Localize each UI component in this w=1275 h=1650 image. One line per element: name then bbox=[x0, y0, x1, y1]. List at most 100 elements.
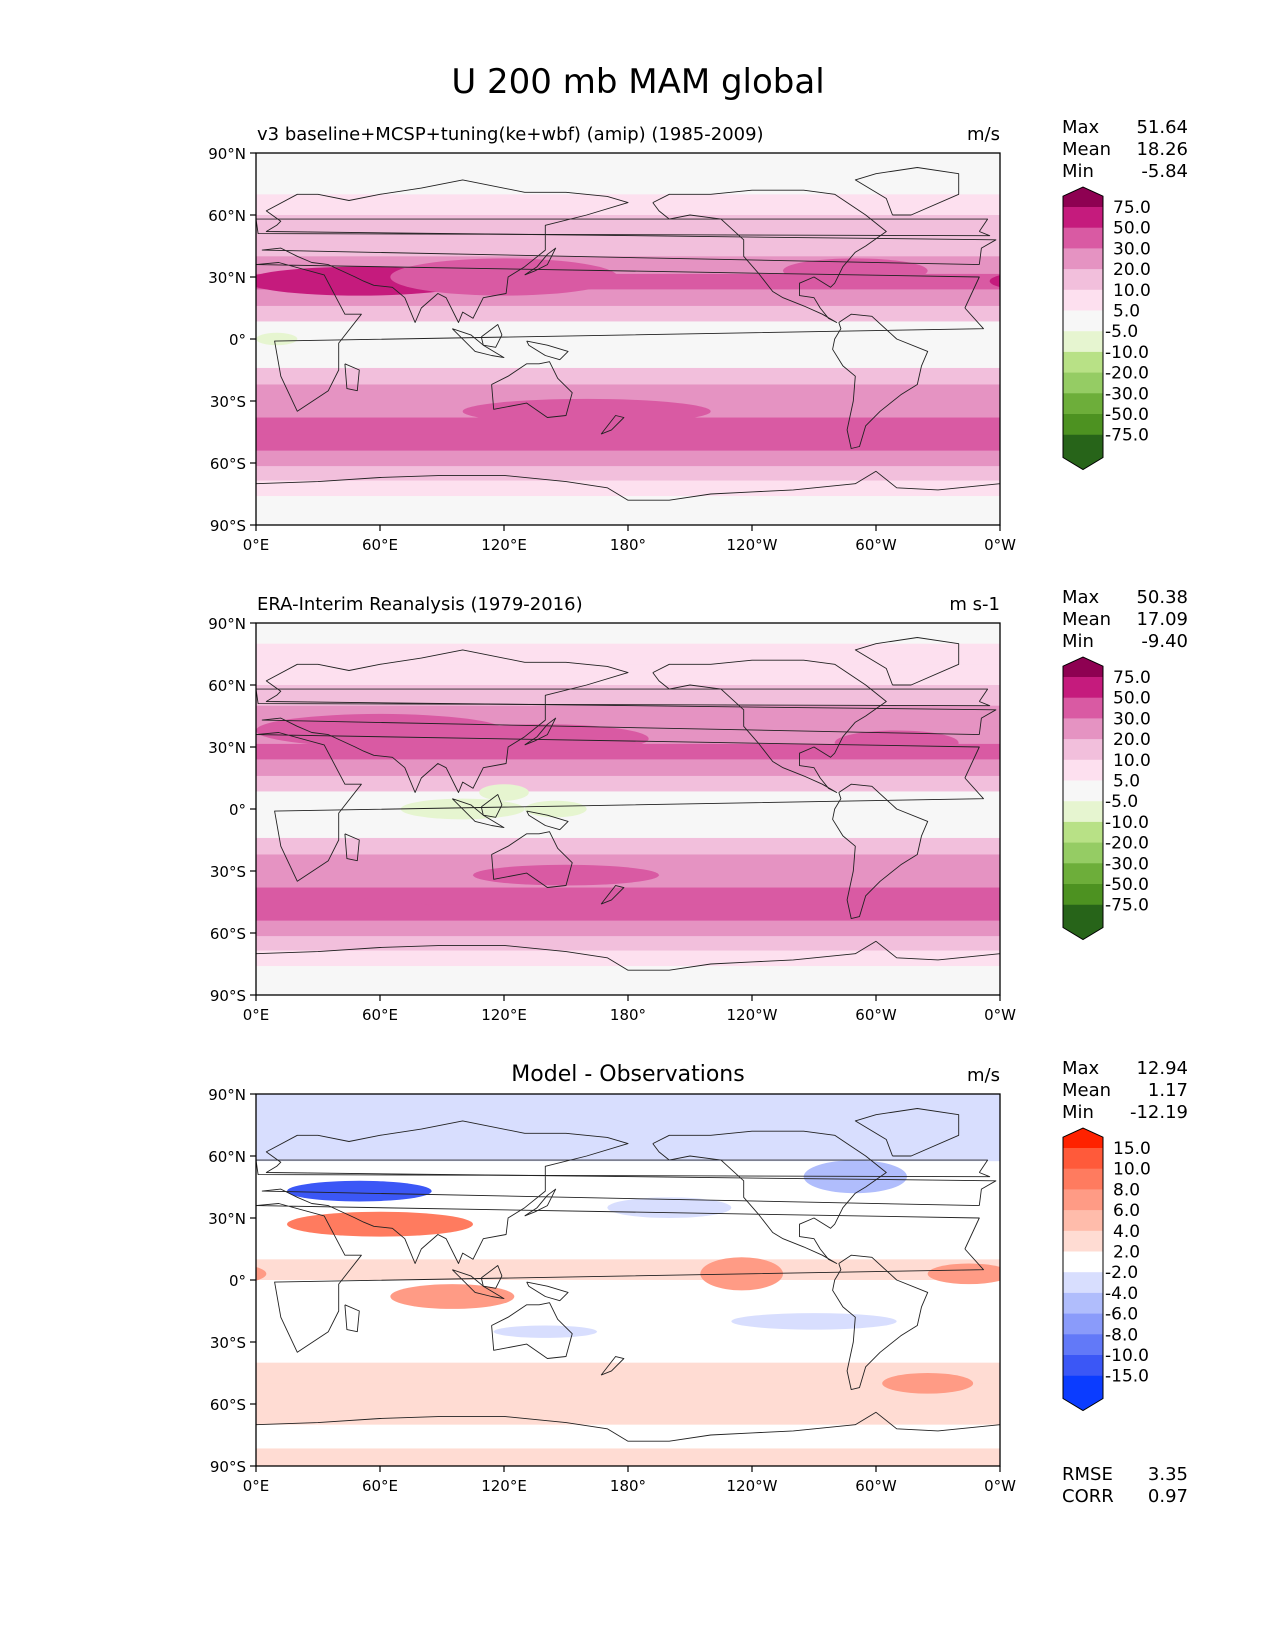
field-feature bbox=[1134, 258, 1275, 295]
lat-tick-label: 30°N bbox=[208, 739, 246, 757]
field-feature bbox=[524, 800, 587, 818]
lat-tick-label: 90°N bbox=[208, 615, 246, 633]
zonal-band bbox=[256, 743, 1000, 760]
field-feature bbox=[39, 258, 184, 283]
zonal-band bbox=[256, 1362, 1000, 1384]
stat-label: Max bbox=[1062, 1058, 1100, 1079]
stat-label: Min bbox=[1062, 161, 1094, 182]
colorbar-swatch bbox=[1063, 780, 1103, 802]
zonal-band bbox=[256, 1404, 1000, 1426]
colorbar-swatch bbox=[1063, 393, 1103, 415]
colorbar-swatch bbox=[1063, 1313, 1103, 1335]
extra-stat-value: 0.97 bbox=[1148, 1486, 1188, 1507]
colorbar-swatch bbox=[1063, 759, 1103, 781]
field-feature bbox=[783, 258, 928, 284]
colorbar-tick-label: -2.0 bbox=[1105, 1263, 1138, 1283]
colorbar-extension-top bbox=[1063, 1128, 1103, 1148]
colorbar-swatch bbox=[1063, 289, 1103, 311]
colorbar-tick-label: -30.0 bbox=[1105, 854, 1149, 874]
field-feature bbox=[287, 1180, 432, 1202]
coastline bbox=[526, 810, 569, 831]
coastline bbox=[832, 313, 929, 449]
map-field bbox=[256, 623, 1269, 995]
lon-tick-label: 60°E bbox=[362, 1477, 398, 1495]
field-feature bbox=[493, 1325, 597, 1338]
stat-label: Mean bbox=[1062, 139, 1111, 160]
colorbar-tick-label: 8.0 bbox=[1113, 1180, 1140, 1200]
zonal-band bbox=[256, 384, 1000, 402]
colorbar-tick-label: 30.0 bbox=[1113, 239, 1151, 259]
coastline bbox=[256, 688, 991, 707]
coastline bbox=[652, 189, 887, 323]
map-field bbox=[39, 153, 1275, 525]
zonal-band bbox=[256, 434, 1000, 452]
coastline bbox=[344, 1304, 360, 1333]
colorbar-tick-label: 6.0 bbox=[1113, 1201, 1140, 1221]
colorbar-swatch bbox=[1063, 248, 1103, 270]
colorbar-tick-label: -4.0 bbox=[1105, 1284, 1138, 1304]
coastline bbox=[451, 328, 505, 359]
zonal-band bbox=[256, 643, 1000, 665]
field-feature bbox=[138, 1373, 229, 1394]
zonal-band bbox=[256, 982, 1000, 995]
zonal-band bbox=[256, 1094, 1000, 1131]
colorbar-swatch bbox=[1063, 863, 1103, 885]
zonal-band bbox=[256, 235, 1000, 257]
zonal-band bbox=[256, 904, 1000, 922]
colorbar-swatch bbox=[1063, 1168, 1103, 1190]
stat-value: 12.94 bbox=[1136, 1058, 1188, 1079]
coastline bbox=[344, 363, 360, 392]
colorbar-tick-label: -30.0 bbox=[1105, 384, 1149, 404]
colorbar-swatch bbox=[1063, 227, 1103, 249]
stat-value: 51.64 bbox=[1136, 117, 1188, 138]
coastline bbox=[261, 1120, 997, 1264]
lat-tick-label: 60°N bbox=[208, 207, 246, 225]
colorbar: 15.010.08.06.04.02.0-2.0-4.0-6.0-8.0-10.… bbox=[1062, 1127, 1151, 1412]
colorbar-tick-label: 20.0 bbox=[1113, 730, 1151, 750]
field-feature bbox=[1145, 799, 1269, 820]
lon-tick-label: 0°W bbox=[984, 1477, 1016, 1495]
lat-tick-label: 90°S bbox=[210, 987, 246, 1005]
stat-label: Mean bbox=[1062, 609, 1111, 630]
coastline bbox=[524, 247, 557, 276]
zonal-band bbox=[256, 920, 1000, 937]
zonal-band bbox=[256, 305, 1000, 323]
coastline bbox=[652, 659, 887, 793]
colorbar-swatch bbox=[1063, 207, 1103, 229]
lon-tick-label: 120°E bbox=[481, 1006, 527, 1024]
lon-tick-label: 60°W bbox=[855, 1477, 897, 1495]
coastline bbox=[524, 717, 557, 746]
coastline bbox=[600, 885, 625, 905]
zonal-band bbox=[256, 887, 1000, 905]
lat-tick-label: 90°N bbox=[208, 145, 246, 163]
zonal-band bbox=[256, 1259, 1000, 1281]
lat-tick-label: 60°S bbox=[210, 455, 246, 473]
coastline bbox=[256, 1159, 991, 1178]
zonal-band bbox=[256, 289, 1000, 307]
field-feature bbox=[989, 275, 1000, 288]
units-label: m/s bbox=[967, 1065, 1000, 1086]
coastline bbox=[854, 637, 960, 686]
coastline bbox=[491, 1302, 573, 1359]
colorbar-tick-label: -50.0 bbox=[1105, 875, 1149, 895]
colorbar-swatch bbox=[1063, 331, 1103, 353]
zonal-band bbox=[256, 950, 1000, 967]
colorbar-tick-label: 20.0 bbox=[1113, 260, 1151, 280]
colorbar-extension-top bbox=[1063, 187, 1103, 207]
colorbar-swatch bbox=[1063, 1189, 1103, 1211]
field-feature bbox=[390, 258, 618, 296]
zonal-band bbox=[256, 854, 1000, 872]
colorbar-swatch bbox=[1063, 269, 1103, 291]
field-feature bbox=[834, 730, 959, 756]
lon-tick-label: 180° bbox=[610, 1477, 646, 1495]
zonal-band bbox=[256, 466, 1000, 482]
lon-tick-label: 60°W bbox=[855, 536, 897, 554]
colorbar-swatch bbox=[1063, 1355, 1103, 1377]
stat-label: Min bbox=[1062, 631, 1094, 652]
coastline bbox=[256, 1203, 984, 1353]
colorbar-tick-label: -5.0 bbox=[1105, 322, 1138, 342]
zonal-band bbox=[256, 1424, 1000, 1450]
colorbar-tick-label: 30.0 bbox=[1113, 709, 1151, 729]
panel-2: ERA-Interim Reanalysis (1979-2016) m s-1 9… bbox=[208, 587, 1269, 1024]
colorbar-tick-label: 10.0 bbox=[1113, 751, 1151, 771]
